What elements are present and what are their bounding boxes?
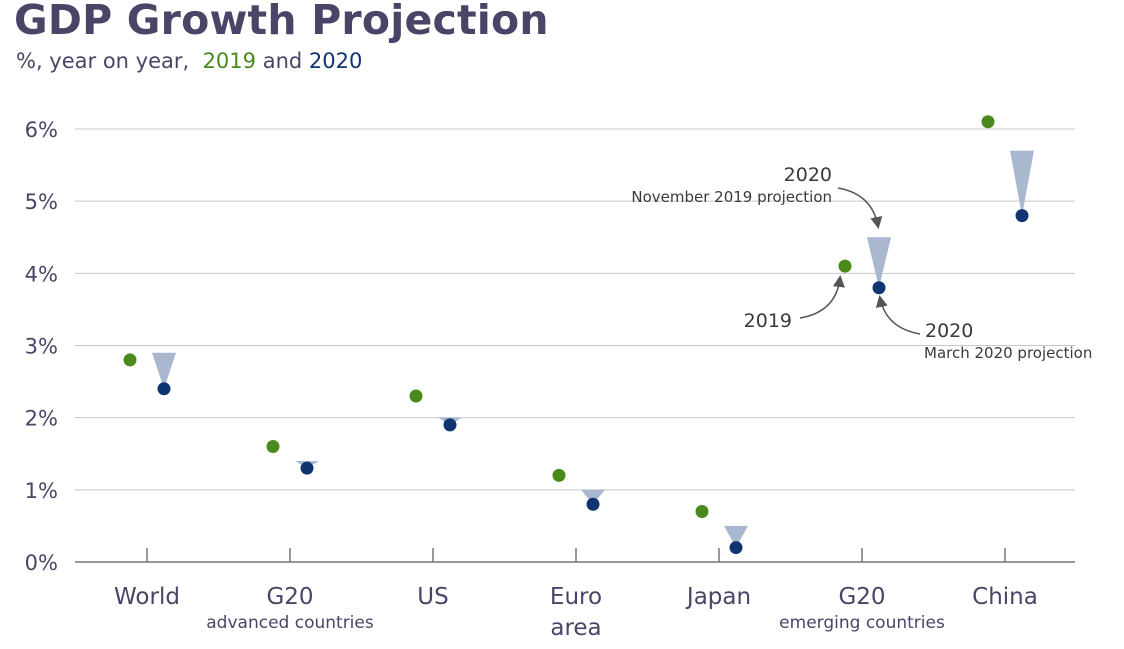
category-label: China <box>972 584 1038 610</box>
y-tick-label: 6% <box>25 118 58 142</box>
annotation-arrow-mar <box>875 295 921 335</box>
y-tick-label: 0% <box>25 551 58 575</box>
point-2019 <box>838 259 852 273</box>
category-label: Japan <box>685 584 751 610</box>
projection-change-marker <box>724 525 748 548</box>
category-label: Euro <box>550 584 602 610</box>
category-sublabel: advanced countries <box>206 613 374 633</box>
point-2020 <box>729 541 743 555</box>
point-2019 <box>123 353 137 367</box>
category-label: US <box>417 584 448 610</box>
point-2020 <box>300 461 314 475</box>
y-tick-label: 5% <box>25 190 58 214</box>
chart-title: GDP Growth Projection <box>14 0 549 44</box>
point-2019 <box>552 468 566 482</box>
subtitle-prefix: %, year on year, <box>16 49 190 73</box>
point-2020 <box>586 497 600 511</box>
annotation-arrow-nov <box>837 187 883 229</box>
category-sublabel: area <box>550 615 601 641</box>
subtitle-year-2020: 2020 <box>308 49 363 73</box>
projection-change-marker <box>152 352 176 389</box>
annotation-arrow-2019 <box>799 275 845 319</box>
point-2019 <box>409 389 423 403</box>
point-2020 <box>443 418 457 432</box>
annotation-nov-year: 2020 <box>784 164 832 186</box>
annotation-2019: 2019 <box>744 310 792 332</box>
annotation-mar-label: March 2020 projection <box>924 344 1092 362</box>
annotation-mar-year: 2020 <box>925 320 973 342</box>
subtitle-year-2019: 2019 <box>202 49 257 73</box>
category-sublabel: emerging countries <box>779 613 945 633</box>
point-2020 <box>872 281 886 295</box>
category-label: G20 <box>266 584 313 610</box>
projection-change-marker <box>1010 150 1034 216</box>
category-label: World <box>114 584 180 610</box>
annotation-nov-label: November 2019 projection <box>631 188 832 206</box>
point-2019 <box>695 504 709 518</box>
y-tick-label: 2% <box>25 407 58 431</box>
point-2019 <box>981 115 995 129</box>
subtitle-and: and <box>262 49 303 73</box>
chart-subtitle: %, year on year, 2019 and 2020 <box>16 49 362 73</box>
point-2019 <box>266 440 280 454</box>
projection-change-marker <box>867 237 891 288</box>
y-tick-label: 3% <box>25 335 58 359</box>
point-2020 <box>157 382 171 396</box>
y-tick-label: 4% <box>25 262 58 286</box>
category-label: G20 <box>838 584 885 610</box>
point-2020 <box>1015 209 1029 223</box>
y-tick-label: 1% <box>25 479 58 503</box>
projection-change-marker <box>581 489 605 505</box>
